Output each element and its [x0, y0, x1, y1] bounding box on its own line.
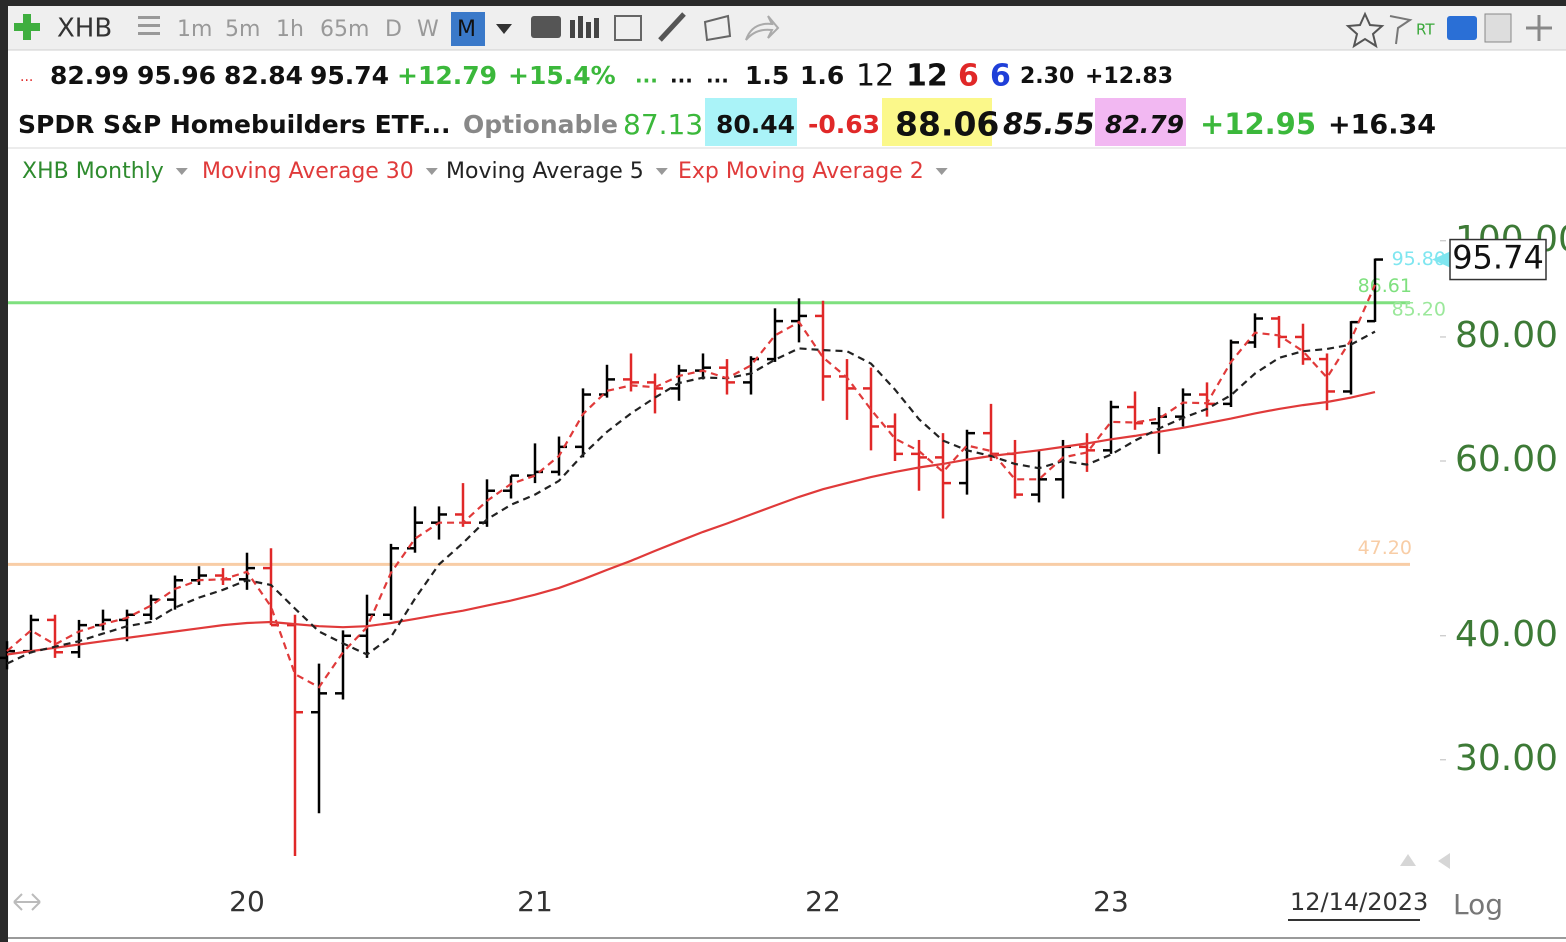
interval-button[interactable]: 5m: [225, 17, 260, 42]
quote-field: 88.06: [895, 105, 999, 144]
y-tick-label: 80.00: [1455, 315, 1558, 356]
quote-field: 6: [958, 59, 979, 94]
share-icon[interactable]: [745, 15, 780, 41]
quote-field: ...: [20, 69, 33, 85]
legend-dropdown[interactable]: [175, 168, 188, 175]
note-icon[interactable]: [703, 14, 732, 42]
quote-field: +12.79: [397, 61, 497, 90]
highlight-cyan: [705, 98, 797, 146]
quote-field: -0.63: [808, 110, 880, 139]
scroll-up[interactable]: [1400, 854, 1416, 866]
scale-label[interactable]: Log: [1453, 888, 1503, 921]
quote-field: 12: [856, 59, 894, 94]
legend-entry[interactable]: Moving Average 30: [202, 159, 414, 184]
moving-average-line: [6, 330, 1376, 665]
pencil-icon[interactable]: [658, 12, 686, 42]
s-icon[interactable]: [1447, 16, 1477, 40]
x-tick-label: 20: [229, 885, 265, 918]
toolbar: [8, 6, 1566, 50]
legend-entry[interactable]: Exp Moving Average 2: [678, 159, 924, 184]
symbol[interactable]: XHB: [57, 14, 112, 44]
legend-entry[interactable]: Moving Average 5: [446, 159, 644, 184]
list-icon[interactable]: [138, 16, 160, 35]
quote-field: 2.30: [1020, 64, 1074, 89]
legend-dropdown[interactable]: [425, 168, 438, 175]
bars-icon[interactable]: [570, 16, 599, 38]
rt-label[interactable]: RT: [1416, 21, 1435, 39]
y-tick-label: 60.00: [1455, 439, 1558, 480]
save-icon[interactable]: [1484, 13, 1512, 43]
date-label: 12/14/2023: [1290, 888, 1428, 916]
quote-field: 87.13: [623, 108, 703, 141]
price-marker-label: 85.20: [1392, 298, 1446, 320]
scroll-arrows[interactable]: [13, 893, 41, 911]
highlight-yellow: [882, 98, 992, 146]
price-marker-label: 95.80: [1392, 248, 1446, 270]
quote-field: +15.4%: [508, 61, 616, 90]
legend-dropdown[interactable]: [935, 168, 948, 175]
quote-field: ...: [706, 64, 729, 88]
quote-field: ...: [422, 110, 451, 139]
quote-field: SPDR S&P Homebuilders ETF: [18, 110, 426, 139]
star-icon[interactable]: [1345, 11, 1385, 49]
highlight-pink: [1095, 98, 1186, 146]
interval-button[interactable]: 1h: [276, 17, 304, 42]
quote-field: +12.95: [1200, 107, 1316, 141]
x-tick-label: 22: [805, 885, 841, 918]
quote-field: 1.6: [800, 61, 844, 90]
y-tick-label: 40.00: [1455, 614, 1558, 655]
left-border: [0, 6, 8, 942]
scroll-left[interactable]: [1438, 853, 1450, 869]
quote-field: 85.55: [1003, 107, 1095, 141]
horizontal-line-label: 47.20: [1358, 537, 1412, 559]
add-icon[interactable]: [14, 14, 40, 40]
legend-dropdown[interactable]: [655, 168, 668, 175]
text-tool-icon[interactable]: [531, 16, 561, 38]
grid-icon[interactable]: [614, 15, 642, 41]
dropdown-arrow[interactable]: [496, 24, 512, 34]
top-border: [0, 0, 1566, 6]
quote-field: 6: [990, 59, 1011, 94]
quote-field: ...: [635, 64, 658, 88]
quote-field: Optionable: [463, 110, 618, 139]
price-box: [1449, 238, 1547, 281]
quote-field: 95.96: [137, 61, 216, 90]
legend-entry[interactable]: XHB Monthly: [22, 159, 164, 184]
quote-field: +12.83: [1085, 64, 1173, 89]
quote-field: 12: [906, 59, 948, 94]
price-box-label: 95.74: [1452, 239, 1544, 277]
quote-field: ...: [670, 64, 693, 88]
quote-field: 1.5: [745, 61, 789, 90]
flag-icon[interactable]: [1389, 15, 1413, 45]
interval-button[interactable]: M: [457, 17, 476, 42]
quote-field: 82.79: [1105, 110, 1184, 139]
interval-button[interactable]: 65m: [320, 17, 369, 42]
quote-field: 82.99: [50, 61, 129, 90]
price-pointer: [1432, 251, 1450, 268]
x-tick-label: 21: [517, 885, 553, 918]
interval-button[interactable]: W: [417, 17, 439, 42]
y-tick-label: 30.00: [1455, 738, 1558, 779]
horizontal-line-label: 86.61: [1358, 275, 1412, 297]
moving-average-line: [6, 284, 1377, 689]
x-tick-label: 23: [1093, 885, 1129, 918]
quote-field: 82.84: [224, 61, 303, 90]
interval-button[interactable]: D: [385, 17, 402, 42]
quote-field: 95.74: [310, 61, 389, 90]
quote-field: +16.34: [1328, 110, 1436, 141]
active-interval-bg[interactable]: [451, 12, 485, 46]
quote-field: 80.44: [716, 110, 795, 139]
interval-button[interactable]: 1m: [177, 17, 212, 42]
move-icon[interactable]: [1526, 15, 1552, 41]
